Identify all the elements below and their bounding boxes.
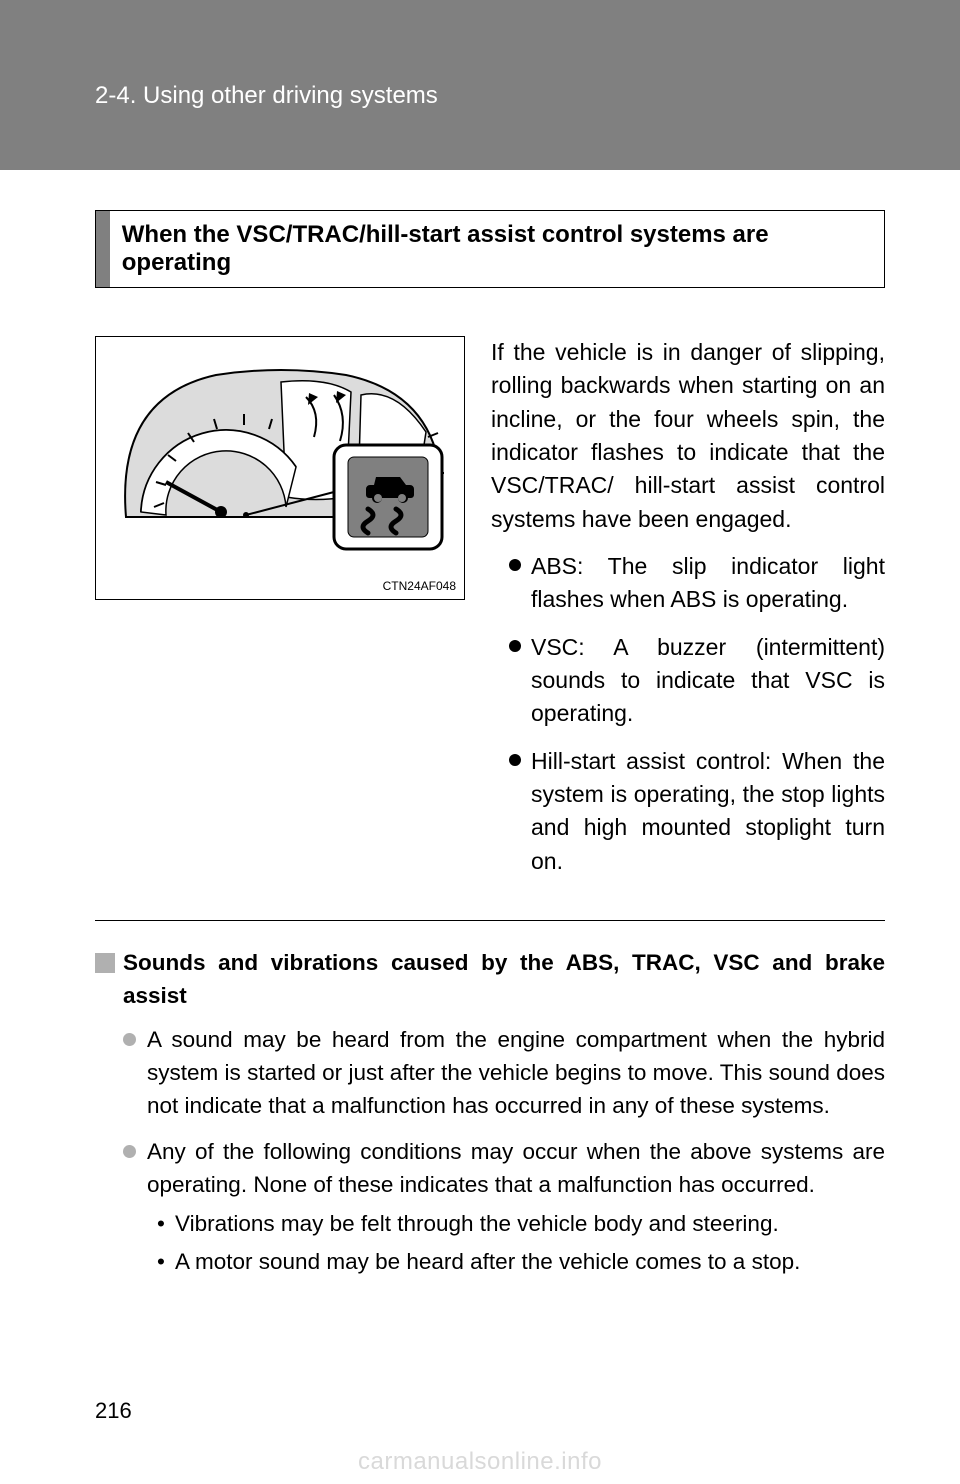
right-column: If the vehicle is in danger of slipping,…: [491, 336, 885, 892]
section-title: When the VSC/TRAC/hill-start assist cont…: [110, 211, 884, 287]
dashboard-figure: CTN24AF048: [95, 336, 465, 600]
chapter-label: 2-4. Using other driving systems: [95, 82, 438, 110]
subsection-heading-text: Sounds and vibrations caused by the ABS,…: [123, 947, 885, 1012]
page-content: When the VSC/TRAC/hill-start assist cont…: [95, 210, 885, 1293]
figure-wrap: CTN24AF048: [95, 336, 465, 892]
gray-bullet-item: Any of the following conditions may occu…: [123, 1136, 885, 1279]
watermark: carmanualsonline.info: [0, 1448, 960, 1476]
bullet-item: Hill-start assist control: When the syst…: [509, 745, 885, 878]
figure-and-text: CTN24AF048 If the vehicle is in danger o…: [95, 336, 885, 892]
page-number: 216: [95, 1398, 132, 1424]
figure-caption: CTN24AF048: [383, 579, 456, 593]
dot-item: A motor sound may be heard after the veh…: [157, 1246, 885, 1279]
dashboard-svg: [96, 337, 466, 601]
gray-bullet-list: A sound may be heard from the engine com…: [95, 1024, 885, 1278]
bullet-item: ABS: The slip indicator light flashes wh…: [509, 550, 885, 617]
divider-line: [95, 920, 885, 921]
section-accent: [96, 211, 110, 287]
dot-item: Vibrations may be felt through the vehic…: [157, 1208, 885, 1241]
bullet-item: VSC: A buzzer (intermittent) sounds to i…: [509, 631, 885, 731]
dot-sublist: Vibrations may be felt through the vehic…: [147, 1208, 885, 1279]
intro-paragraph: If the vehicle is in danger of slipping,…: [491, 336, 885, 536]
bullet-list: ABS: The slip indicator light flashes wh…: [491, 550, 885, 878]
square-bullet-icon: [95, 953, 115, 973]
gray-bullet-item: A sound may be heard from the engine com…: [123, 1024, 885, 1122]
section-title-bar: When the VSC/TRAC/hill-start assist cont…: [95, 210, 885, 288]
gray-bullet-text: Any of the following conditions may occu…: [147, 1139, 885, 1197]
subsection: Sounds and vibrations caused by the ABS,…: [95, 947, 885, 1279]
subsection-heading: Sounds and vibrations caused by the ABS,…: [95, 947, 885, 1012]
